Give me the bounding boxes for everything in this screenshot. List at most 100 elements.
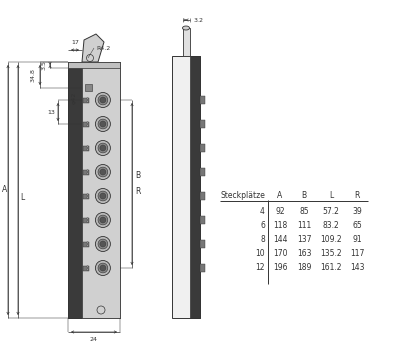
Bar xyxy=(83,218,89,222)
Circle shape xyxy=(100,217,106,223)
Text: A: A xyxy=(277,191,283,200)
Circle shape xyxy=(87,269,88,270)
Text: 3.2: 3.2 xyxy=(194,17,204,23)
Text: 163: 163 xyxy=(297,249,311,258)
Bar xyxy=(83,145,89,150)
Bar xyxy=(200,192,205,200)
Circle shape xyxy=(100,97,106,103)
Bar xyxy=(83,169,89,174)
Bar xyxy=(200,264,205,272)
Bar xyxy=(200,120,205,128)
Circle shape xyxy=(100,265,106,271)
Circle shape xyxy=(100,169,106,175)
Bar xyxy=(200,96,205,104)
Circle shape xyxy=(96,141,110,156)
Text: 118: 118 xyxy=(273,221,287,230)
Text: 135.2: 135.2 xyxy=(320,249,342,258)
Text: 8: 8 xyxy=(260,235,265,244)
Circle shape xyxy=(96,237,110,252)
Circle shape xyxy=(87,146,88,147)
Circle shape xyxy=(98,119,108,129)
Bar xyxy=(83,121,89,127)
Text: 143: 143 xyxy=(350,263,364,272)
Circle shape xyxy=(87,218,88,219)
Bar xyxy=(200,144,205,152)
Circle shape xyxy=(87,242,88,243)
Circle shape xyxy=(96,189,110,204)
Text: L: L xyxy=(20,193,24,203)
Text: 196: 196 xyxy=(273,263,287,272)
Circle shape xyxy=(87,194,88,195)
Bar xyxy=(200,168,205,176)
Bar xyxy=(68,62,82,318)
Circle shape xyxy=(96,165,110,180)
Circle shape xyxy=(98,191,108,201)
Bar xyxy=(182,28,190,56)
Circle shape xyxy=(87,170,88,171)
Text: 91: 91 xyxy=(352,235,362,244)
Text: 10: 10 xyxy=(255,249,265,258)
Text: 83.2: 83.2 xyxy=(323,221,339,230)
Circle shape xyxy=(98,167,108,177)
Text: 3.5: 3.5 xyxy=(42,60,47,70)
Text: 92: 92 xyxy=(275,207,285,216)
Text: 6: 6 xyxy=(260,221,265,230)
Text: Steckplätze: Steckplätze xyxy=(220,191,265,200)
Bar xyxy=(200,240,205,248)
Text: B: B xyxy=(302,191,306,200)
Circle shape xyxy=(100,121,106,127)
Circle shape xyxy=(87,122,88,123)
Text: L: L xyxy=(329,191,333,200)
Circle shape xyxy=(98,215,108,225)
Circle shape xyxy=(87,245,88,246)
Text: 189: 189 xyxy=(297,263,311,272)
Text: 17: 17 xyxy=(71,40,79,45)
Text: 24: 24 xyxy=(90,337,98,342)
Text: R: R xyxy=(354,191,360,200)
Circle shape xyxy=(100,193,106,199)
Circle shape xyxy=(98,143,108,153)
Text: 111: 111 xyxy=(297,221,311,230)
Text: 170: 170 xyxy=(273,249,287,258)
Bar xyxy=(83,266,89,270)
Text: R: R xyxy=(135,188,140,197)
Text: R4.2: R4.2 xyxy=(96,46,110,50)
Text: 34.8: 34.8 xyxy=(31,68,36,82)
Bar xyxy=(68,62,120,318)
Ellipse shape xyxy=(182,26,190,30)
Bar xyxy=(83,97,89,103)
Circle shape xyxy=(98,95,108,105)
Text: 85: 85 xyxy=(299,207,309,216)
Circle shape xyxy=(87,149,88,150)
Bar xyxy=(83,242,89,246)
Circle shape xyxy=(87,101,88,102)
Circle shape xyxy=(87,197,88,198)
Circle shape xyxy=(87,173,88,174)
Text: 65: 65 xyxy=(352,221,362,230)
Text: φ42: φ42 xyxy=(72,92,76,104)
Circle shape xyxy=(100,145,106,151)
Text: 12: 12 xyxy=(256,263,265,272)
Bar xyxy=(85,84,92,91)
Circle shape xyxy=(98,239,108,249)
Bar xyxy=(190,56,200,318)
Circle shape xyxy=(87,266,88,267)
Text: 161.2: 161.2 xyxy=(320,263,342,272)
Bar xyxy=(200,216,205,224)
Bar xyxy=(68,62,120,68)
Circle shape xyxy=(96,117,110,132)
Text: 109.2: 109.2 xyxy=(320,235,342,244)
Text: 39: 39 xyxy=(352,207,362,216)
Text: 57.2: 57.2 xyxy=(322,207,340,216)
Circle shape xyxy=(87,125,88,126)
Text: A: A xyxy=(2,185,7,195)
Circle shape xyxy=(98,263,108,273)
Polygon shape xyxy=(82,34,104,62)
Text: B: B xyxy=(135,172,140,181)
Bar xyxy=(83,193,89,198)
Circle shape xyxy=(100,241,106,247)
Bar xyxy=(82,62,120,318)
Circle shape xyxy=(96,93,110,108)
Text: 13: 13 xyxy=(47,110,55,114)
Circle shape xyxy=(96,213,110,228)
